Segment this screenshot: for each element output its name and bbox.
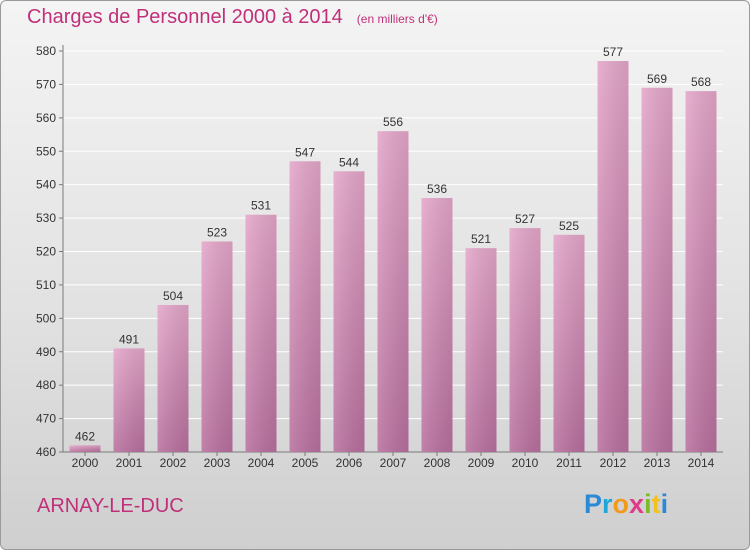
x-tick-label: 2008 bbox=[424, 456, 451, 470]
y-tick-label: 500 bbox=[36, 311, 56, 325]
location-label: ARNAY-LE-DUC bbox=[37, 495, 184, 517]
y-tick-label: 560 bbox=[36, 111, 56, 125]
data-label: 523 bbox=[207, 225, 227, 239]
x-tick-label: 2009 bbox=[468, 456, 495, 470]
y-tick-label: 570 bbox=[36, 77, 56, 91]
data-label: 544 bbox=[339, 155, 359, 169]
bar-shade bbox=[333, 171, 365, 453]
data-label: 504 bbox=[163, 289, 183, 303]
x-tick-label: 2002 bbox=[160, 456, 187, 470]
y-tick-label: 550 bbox=[36, 144, 56, 158]
data-label: 462 bbox=[75, 429, 95, 443]
unit-note: (en milliers d'€) bbox=[356, 12, 438, 26]
logo-letter: x bbox=[629, 489, 645, 519]
logo-letter: o bbox=[612, 489, 630, 519]
data-label: 521 bbox=[471, 232, 491, 246]
bar-shade bbox=[245, 214, 277, 452]
bar-shade bbox=[69, 445, 101, 452]
logo-letter: i bbox=[644, 489, 652, 519]
x-tick-label: 2013 bbox=[644, 456, 671, 470]
y-tick-label: 460 bbox=[36, 445, 56, 459]
chart-title-text: Charges de Personnel 2000 à 2014 bbox=[27, 6, 343, 28]
logo-letter: r bbox=[602, 489, 613, 519]
y-tick-label: 580 bbox=[36, 44, 56, 58]
x-tick-label: 2012 bbox=[600, 456, 627, 470]
y-tick-label: 540 bbox=[36, 178, 56, 192]
chart-title: Charges de Personnel 2000 à 2014 (en mill… bbox=[27, 6, 438, 29]
bar-shade bbox=[157, 304, 189, 452]
bar-shade bbox=[201, 241, 233, 452]
y-tick-label: 490 bbox=[36, 345, 56, 359]
y-tick-label: 510 bbox=[36, 278, 56, 292]
y-tick-label: 530 bbox=[36, 211, 56, 225]
bar-shade bbox=[465, 248, 497, 452]
data-label: 556 bbox=[383, 115, 403, 129]
bar-shade bbox=[685, 91, 717, 452]
x-tick-label: 2007 bbox=[380, 456, 407, 470]
y-tick-label: 470 bbox=[36, 412, 56, 426]
bar-shade bbox=[377, 131, 409, 452]
x-tick-label: 2005 bbox=[292, 456, 319, 470]
bar-shade bbox=[421, 198, 453, 452]
bar-shade bbox=[553, 234, 585, 452]
logo-letter: i bbox=[660, 489, 669, 519]
x-tick-label: 2011 bbox=[556, 456, 582, 470]
data-label: 568 bbox=[691, 75, 711, 89]
x-tick-label: 2014 bbox=[688, 456, 715, 470]
bar-shade bbox=[289, 161, 321, 452]
data-label: 577 bbox=[603, 45, 623, 59]
x-tick-label: 2010 bbox=[512, 456, 539, 470]
data-label: 536 bbox=[427, 182, 447, 196]
proxiti-logo: Proxiti bbox=[584, 489, 668, 520]
data-label: 569 bbox=[647, 72, 667, 86]
logo-letter: P bbox=[584, 489, 603, 519]
y-tick-label: 520 bbox=[36, 245, 56, 259]
y-tick-label: 480 bbox=[36, 378, 56, 392]
data-label: 525 bbox=[559, 219, 579, 233]
x-tick-label: 2003 bbox=[204, 456, 231, 470]
bar-shade bbox=[597, 61, 629, 453]
data-label: 531 bbox=[251, 199, 271, 213]
data-label: 491 bbox=[119, 332, 139, 346]
data-label: 547 bbox=[295, 145, 315, 159]
x-tick-label: 2000 bbox=[72, 456, 99, 470]
data-label: 527 bbox=[515, 212, 535, 226]
x-tick-label: 2006 bbox=[336, 456, 363, 470]
x-tick-label: 2001 bbox=[116, 456, 143, 470]
bar-shade bbox=[641, 87, 673, 452]
bar-shade bbox=[509, 228, 541, 452]
logo-letter: t bbox=[651, 489, 661, 519]
bar-shade bbox=[113, 348, 145, 452]
x-tick-label: 2004 bbox=[248, 456, 275, 470]
